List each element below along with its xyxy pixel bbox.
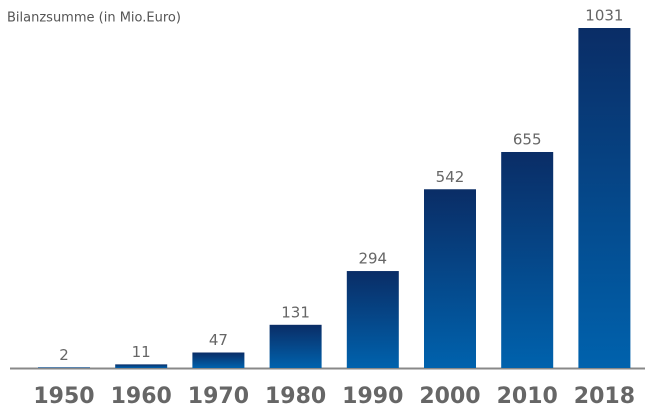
- chart-title: Bilanzsumme (in Mio.Euro): [7, 11, 181, 26]
- value-label: 2: [59, 346, 69, 364]
- value-label: 294: [358, 250, 387, 268]
- x-tick-label: 1960: [111, 384, 172, 409]
- value-label: 47: [209, 331, 228, 349]
- bar: [115, 364, 168, 368]
- bar: [38, 367, 90, 368]
- value-label: 11: [132, 343, 151, 361]
- bar: [501, 151, 554, 368]
- value-label: 542: [436, 168, 465, 186]
- value-label: 1031: [585, 7, 623, 25]
- bar: [269, 324, 322, 368]
- x-tick-label: 1950: [33, 384, 94, 409]
- x-tick-label: 1970: [188, 384, 249, 409]
- x-tick-label: 2000: [419, 384, 480, 409]
- x-tick-label: 2010: [497, 384, 558, 409]
- x-tick-label: 2018: [574, 384, 635, 409]
- x-tick-label: 1980: [265, 384, 326, 409]
- bar: [192, 352, 245, 368]
- value-label: 131: [281, 303, 310, 321]
- x-tick-label: 1990: [342, 384, 403, 409]
- bar: [346, 271, 399, 368]
- value-label: 655: [513, 130, 542, 148]
- bar: [578, 28, 631, 368]
- bar: [424, 189, 476, 368]
